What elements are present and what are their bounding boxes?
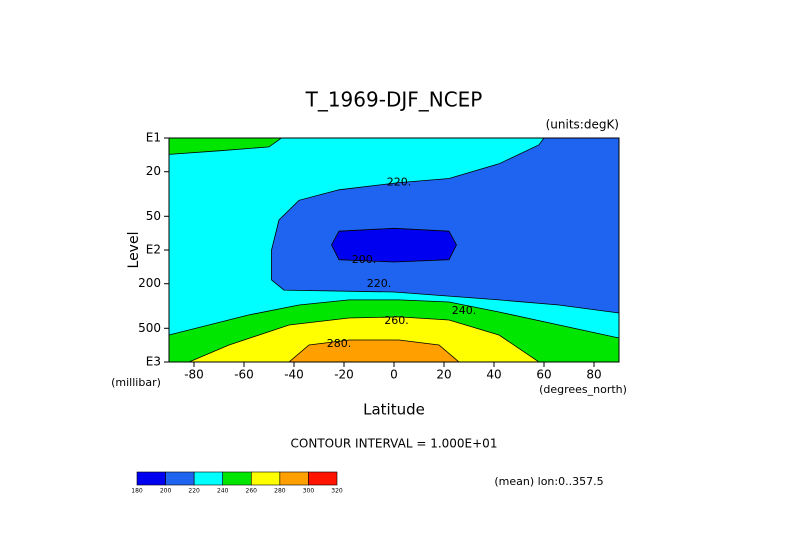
y-tick-label: E2 <box>146 243 161 257</box>
y-tick-label: E1 <box>146 131 161 145</box>
y-tick-label: 20 <box>146 164 161 178</box>
contour-fills <box>169 138 619 362</box>
x-tick-label: 0 <box>390 368 398 382</box>
colorbar-label: 300 <box>303 488 315 495</box>
x-tick-label: 80 <box>586 368 601 382</box>
colorbar-box <box>250 471 281 486</box>
y-tick-label: 50 <box>146 209 161 223</box>
colorbar-box <box>279 471 309 486</box>
x-axis-title: Latitude <box>363 401 425 419</box>
contour-band <box>271 138 619 314</box>
x-tick-label: 60 <box>536 368 551 382</box>
contour-label: 260. <box>384 314 409 327</box>
contour-label: 240. <box>452 304 477 317</box>
colorbar-box <box>222 471 252 486</box>
contour-interval: CONTOUR INTERVAL = 1.000E+01 <box>291 437 498 451</box>
colorbar-box <box>165 471 195 486</box>
chart-title: T_1969-DJF_NCEP <box>305 88 483 112</box>
colorbar-label: 280 <box>274 488 286 495</box>
colorbar-label: 180 <box>131 488 143 495</box>
colorbar-label: 200 <box>160 488 172 495</box>
footnote: (mean) lon:0..357.5 <box>494 475 603 488</box>
contour-label: 200. <box>352 253 377 266</box>
colorbar-box <box>193 471 224 486</box>
x-tick-label: -60 <box>234 368 254 382</box>
colorbar-label: 320 <box>331 488 343 495</box>
colorbar-box <box>308 471 338 486</box>
contour-label: 280. <box>327 337 352 350</box>
x-tick-label: -80 <box>184 368 204 382</box>
colorbar-box <box>136 471 166 486</box>
contour-band <box>169 138 283 155</box>
contour-band <box>188 316 540 362</box>
colorbar-label: 220 <box>188 488 200 495</box>
x-axis-unit: (degrees_north) <box>539 383 627 396</box>
plot-area: 220. 200. 220. 240. 260. 280. -80 -60 -40 -20 0 20 4… <box>138 131 620 382</box>
y-axis-unit: (millibar) <box>111 376 161 389</box>
x-tick-label: -40 <box>284 368 304 382</box>
y-tick-label: 200 <box>138 276 161 290</box>
contour-band <box>288 339 460 362</box>
colorbar-label: 240 <box>217 488 229 495</box>
units-label: (units:degK) <box>546 118 619 132</box>
contour-label: 220. <box>367 277 392 290</box>
y-axis-title: Level <box>126 232 142 269</box>
y-tick-label: E3 <box>146 355 161 369</box>
x-tick-label: 40 <box>486 368 501 382</box>
x-tick-label: -20 <box>334 368 354 382</box>
colorbar-label: 260 <box>246 488 258 495</box>
y-tick-label: 500 <box>138 321 161 335</box>
x-tick-label: 20 <box>436 368 451 382</box>
contour-band <box>331 227 457 263</box>
contour-label: 220. <box>387 176 412 189</box>
